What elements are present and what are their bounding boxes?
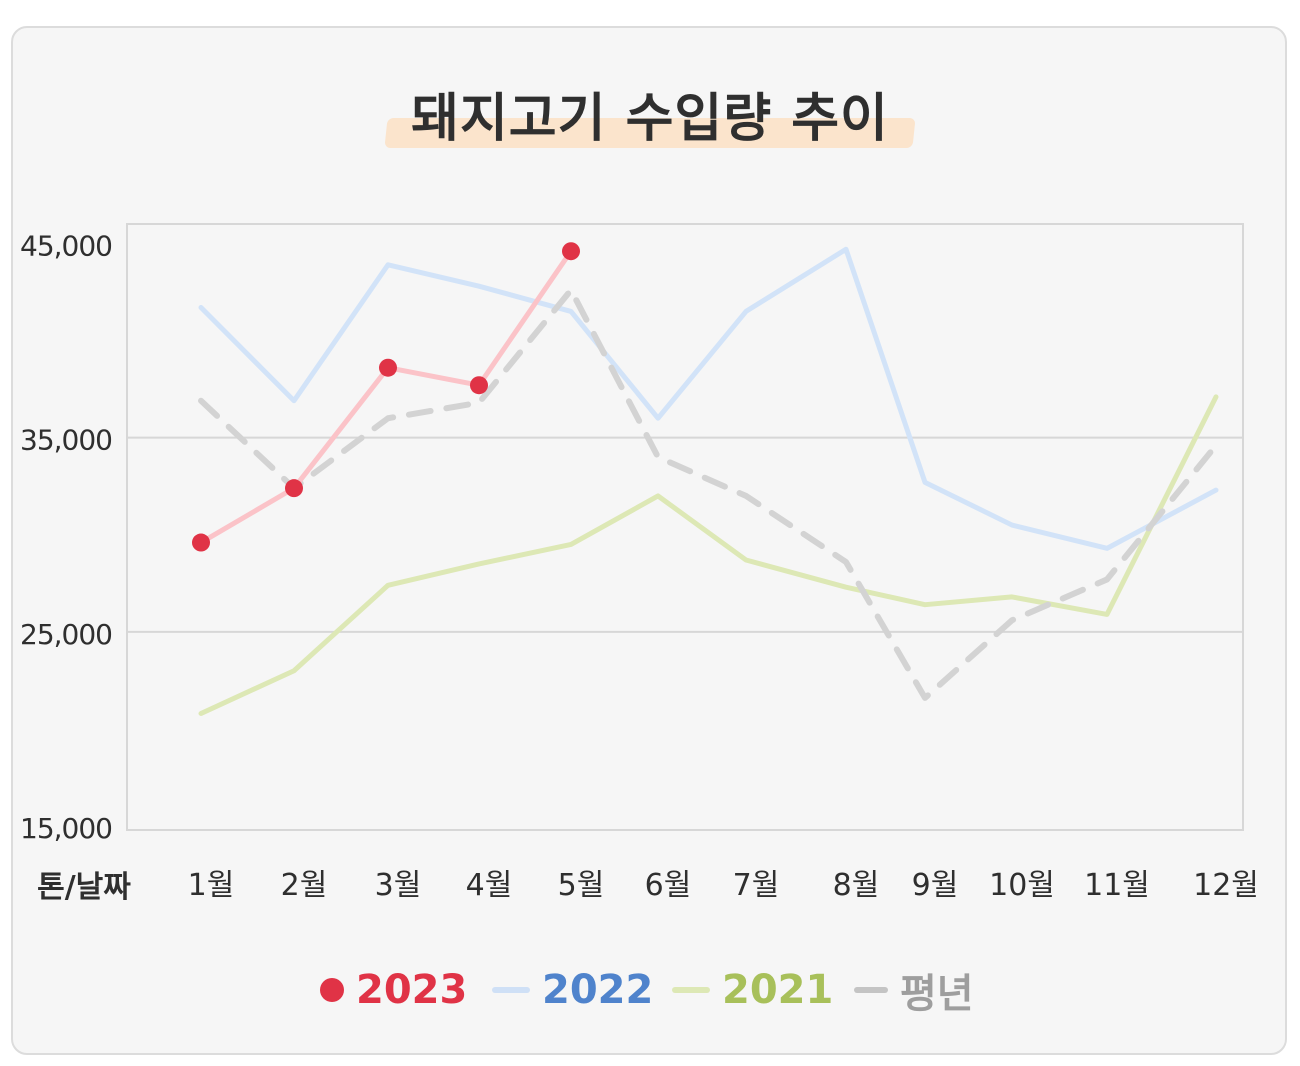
data-point-2023 — [470, 376, 488, 395]
legend-label: 2023 — [356, 967, 468, 1013]
legend-item: 2021 — [672, 962, 833, 1018]
x-tick-label: 1월 — [188, 868, 235, 903]
x-tick-label: 11월 — [1084, 868, 1150, 903]
y-tick-labels: 45,000 35,000 25,000 15,000 — [20, 229, 113, 845]
legend-item: 평년 — [854, 962, 974, 1018]
y-tick-label: 15,000 — [20, 812, 112, 845]
x-tick-label: 10월 — [989, 868, 1055, 903]
x-tick-label: 12월 — [1193, 868, 1259, 903]
series-line-평년 — [198, 287, 1219, 701]
plot-frame — [126, 223, 1244, 831]
data-point-2023 — [192, 533, 210, 552]
x-tick-label: 6월 — [645, 868, 692, 903]
series-group — [192, 242, 1219, 716]
legend: 2023 2022 2021 평년 — [0, 962, 1300, 1018]
y-tick-label: 35,000 — [20, 424, 112, 457]
y-tick-label: 45,000 — [20, 229, 112, 262]
x-tick-label: 8월 — [833, 868, 880, 903]
legend-dot-icon — [320, 978, 344, 1002]
series-line-2021 — [198, 394, 1219, 716]
x-tick-label: 3월 — [375, 868, 422, 903]
legend-item: 2022 — [492, 962, 653, 1018]
legend-line-icon — [492, 987, 530, 993]
legend-label: 2022 — [542, 967, 654, 1013]
chart-title: 돼지고기 수입량 추이 — [411, 89, 889, 149]
x-tick-label: 4월 — [466, 868, 513, 903]
legend-dash-icon — [854, 987, 888, 993]
legend-line-icon — [672, 987, 710, 993]
legend-item: 2023 — [320, 962, 467, 1018]
x-axis-label: 톤/날짜 — [37, 870, 131, 905]
data-point-2023 — [562, 242, 580, 261]
x-tick-label: 7월 — [733, 868, 780, 903]
x-tick-label: 9월 — [912, 868, 959, 903]
y-tick-label: 25,000 — [20, 618, 112, 651]
legend-label: 평년 — [900, 971, 974, 1017]
legend-label: 2021 — [722, 967, 834, 1013]
data-point-2023 — [285, 479, 303, 498]
data-point-2023 — [379, 358, 397, 377]
x-tick-labels: 1월 2월 3월 4월 5월 6월 7월 8월 9월 10월 11월 12월 — [188, 868, 1259, 903]
x-tick-label: 5월 — [558, 868, 605, 903]
x-tick-label: 2월 — [281, 868, 328, 903]
title-wrap: 돼지고기 수입량 추이 — [0, 76, 1300, 151]
grid — [126, 223, 1244, 831]
series-line-2022 — [198, 246, 1219, 551]
